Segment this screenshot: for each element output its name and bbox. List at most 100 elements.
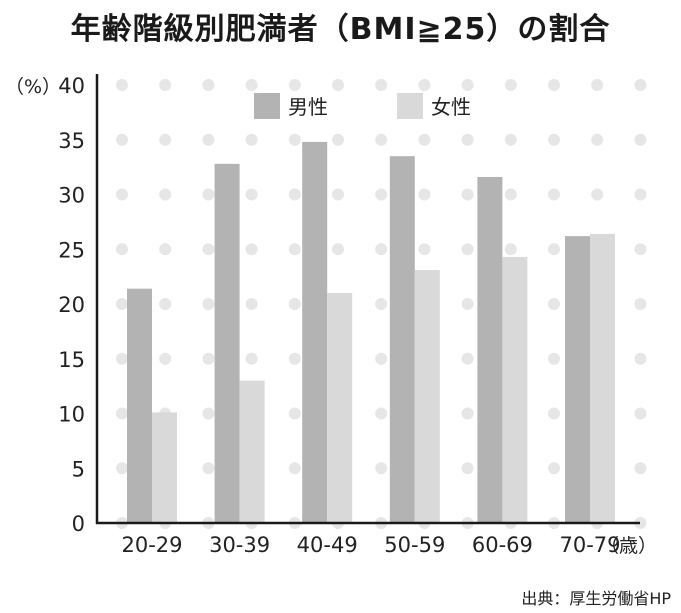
- legend-label: 女性: [431, 95, 471, 119]
- x-tick-label: 40-49: [297, 533, 358, 557]
- grid-dot: [634, 407, 647, 420]
- grid-dot: [116, 298, 128, 310]
- grid-dot: [159, 79, 172, 91]
- grid-dot: [375, 79, 388, 91]
- grid-dot: [202, 407, 215, 420]
- x-axis-unit: （歳）: [600, 535, 657, 557]
- grid-dot: [288, 243, 301, 256]
- grid-dot: [288, 352, 301, 365]
- grid-dot: [288, 407, 301, 420]
- grid-dot: [288, 133, 301, 146]
- grid-dot: [375, 462, 388, 475]
- bar-女性-20-29: [152, 412, 177, 523]
- y-tick-label: 15: [58, 348, 85, 372]
- grid-dot: [202, 243, 215, 256]
- grid-dot: [159, 243, 172, 256]
- grid-dot: [245, 298, 258, 310]
- grid-dot: [418, 243, 431, 256]
- y-tick-label: 30: [58, 184, 85, 208]
- grid-dot: [548, 79, 560, 91]
- grid-dot: [591, 79, 604, 91]
- bar-女性-50-59: [414, 270, 440, 523]
- grid-dot: [375, 133, 388, 146]
- bar-女性-70-79: [590, 233, 615, 524]
- bar-女性-30-39: [239, 380, 265, 523]
- grid-dot: [159, 298, 172, 310]
- grid-dot: [116, 462, 128, 475]
- grid-dot: [245, 79, 258, 91]
- bar-男性-20-29: [127, 288, 152, 523]
- grid-dot: [461, 188, 474, 201]
- grid-dot: [461, 243, 474, 256]
- x-tick-label: 30-39: [209, 533, 270, 557]
- y-axis-unit: （%）: [5, 76, 61, 98]
- x-tick-label: 60-69: [472, 533, 533, 557]
- y-tick-label: 10: [58, 403, 85, 427]
- grid-dot: [548, 407, 560, 420]
- grid-dot: [245, 133, 258, 146]
- bar-男性-30-39: [214, 163, 240, 523]
- grid-dot: [159, 352, 172, 365]
- bar-女性-40-49: [327, 293, 353, 523]
- grid-dot: [245, 352, 258, 365]
- grid-dot: [418, 79, 431, 91]
- x-tick-label: 50-59: [384, 533, 445, 557]
- bar-女性-60-69: [502, 256, 528, 523]
- y-tick-labels: 0 5 10 15 20 25 30 35 40: [58, 74, 85, 536]
- grid-dot: [375, 243, 388, 256]
- chart-title: 年齢階級別肥満者（BMI≧25）の割合: [70, 12, 611, 47]
- grid-dot: [202, 352, 215, 365]
- grid-dot: [375, 407, 388, 420]
- grid-dot: [461, 352, 474, 365]
- grid-dot: [202, 462, 215, 475]
- legend-label: 男性: [288, 95, 328, 119]
- x-tick-label: 70-79: [559, 533, 620, 557]
- grid-dot: [288, 79, 301, 91]
- grid-dot: [461, 462, 474, 475]
- grid-dot: [548, 188, 560, 201]
- grid-dot: [288, 188, 301, 201]
- grid-dot: [461, 298, 474, 310]
- grid-dot: [548, 133, 560, 146]
- grid-dot: [116, 188, 128, 201]
- grid-dot: [591, 188, 604, 201]
- grid-dot: [116, 407, 128, 420]
- bar-男性-60-69: [477, 176, 503, 524]
- grid-dot: [461, 407, 474, 420]
- grid-dot: [159, 188, 172, 201]
- legend: 男性 女性: [254, 93, 471, 119]
- grid-dot: [116, 133, 128, 146]
- legend-swatch: [397, 93, 423, 119]
- grid-dot: [332, 188, 344, 201]
- grid-dot: [504, 243, 517, 256]
- grid-dot: [504, 79, 517, 91]
- grid-dot: [548, 352, 560, 365]
- grid-dot: [288, 462, 301, 475]
- grid-dot: [634, 188, 647, 201]
- grid-dot: [591, 133, 604, 146]
- grid-dot: [548, 243, 560, 256]
- grid-dot: [116, 79, 128, 91]
- y-tick-label: 25: [58, 238, 85, 262]
- grid-dot: [375, 298, 388, 310]
- x-tick-label: 20-29: [121, 533, 182, 557]
- grid-dot: [418, 133, 431, 146]
- grid-dot: [375, 188, 388, 201]
- grid-dot: [332, 79, 344, 91]
- y-tick-label: 35: [58, 129, 85, 153]
- grid-dot: [159, 133, 172, 146]
- bar-男性-40-49: [302, 141, 328, 523]
- grid-dot: [202, 133, 215, 146]
- grid-dot: [202, 79, 215, 91]
- grid-dot: [288, 298, 301, 310]
- legend-swatch: [254, 93, 280, 119]
- grid-dot: [116, 352, 128, 365]
- grid-dot: [634, 298, 647, 310]
- y-tick-label: 20: [58, 293, 85, 317]
- axes: [95, 74, 640, 525]
- grid-dot: [461, 133, 474, 146]
- y-tick-label: 40: [58, 74, 85, 98]
- grid-dot: [202, 298, 215, 310]
- grid-dot: [634, 517, 647, 529]
